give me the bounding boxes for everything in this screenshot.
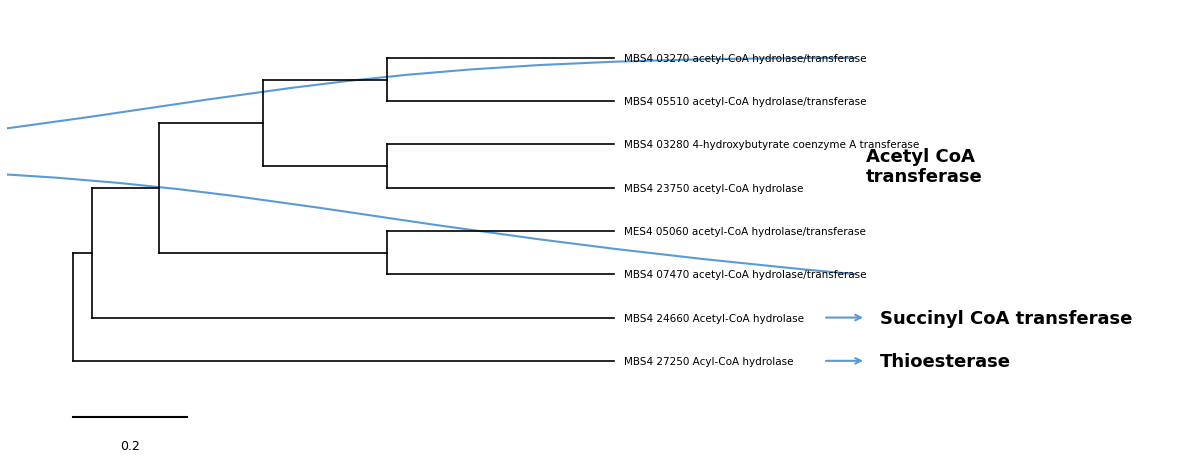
Text: MBS4 27250 Acyl-CoA hydrolase: MBS4 27250 Acyl-CoA hydrolase xyxy=(624,356,794,366)
Text: MBS4 05510 acetyl-CoA hydrolase/transferase: MBS4 05510 acetyl-CoA hydrolase/transfer… xyxy=(624,97,866,107)
Text: 0.2: 0.2 xyxy=(120,439,140,452)
Text: MES4 05060 acetyl-CoA hydrolase/transferase: MES4 05060 acetyl-CoA hydrolase/transfer… xyxy=(624,226,866,237)
Text: MBS4 03270 acetyl-CoA hydrolase/transferase: MBS4 03270 acetyl-CoA hydrolase/transfer… xyxy=(624,54,866,64)
Text: MBS4 03280 4-hydroxybutyrate coenzyme A transferase: MBS4 03280 4-hydroxybutyrate coenzyme A … xyxy=(624,140,919,150)
Text: Thioesterase: Thioesterase xyxy=(881,352,1012,370)
Text: MBS4 24660 Acetyl-CoA hydrolase: MBS4 24660 Acetyl-CoA hydrolase xyxy=(624,313,804,323)
Text: Succinyl CoA transferase: Succinyl CoA transferase xyxy=(881,309,1133,327)
Text: MBS4 23750 acetyl-CoA hydrolase: MBS4 23750 acetyl-CoA hydrolase xyxy=(624,183,803,194)
Text: MBS4 07470 acetyl-CoA hydrolase/transferase: MBS4 07470 acetyl-CoA hydrolase/transfer… xyxy=(624,269,866,280)
Text: Acetyl CoA
transferase: Acetyl CoA transferase xyxy=(866,147,983,186)
